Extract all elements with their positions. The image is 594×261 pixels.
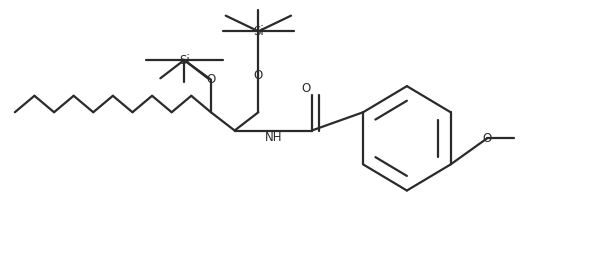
Text: O: O [206, 73, 216, 86]
Text: O: O [254, 69, 263, 82]
Text: NH: NH [264, 130, 282, 144]
Text: O: O [482, 132, 492, 145]
Text: O: O [301, 82, 311, 95]
Text: Si: Si [179, 54, 189, 67]
Text: Si: Si [253, 25, 264, 38]
